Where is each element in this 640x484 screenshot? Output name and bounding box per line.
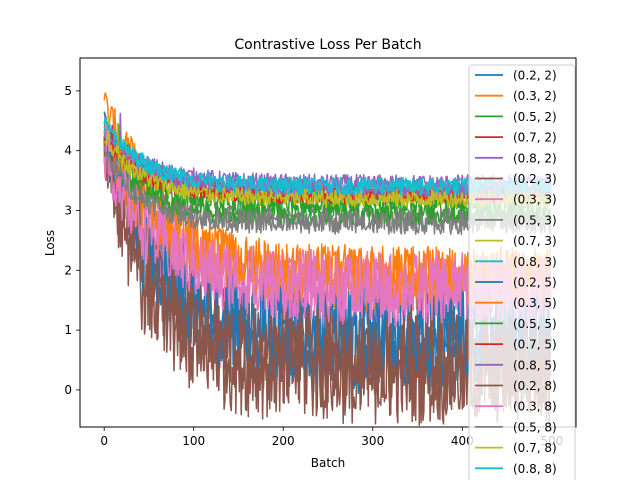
legend-entry: (0.2, 8): [513, 379, 557, 393]
y-tick-label: 3: [64, 204, 72, 218]
legend-entry: (0.3, 2): [513, 89, 557, 103]
x-axis-label: Batch: [311, 456, 346, 470]
legend-entry: (0.3, 5): [513, 296, 557, 310]
y-tick-label: 2: [64, 263, 72, 277]
legend-entry: (0.2, 5): [513, 276, 557, 290]
legend-entry: (0.5, 8): [513, 420, 557, 434]
y-tick-label: 1: [64, 323, 72, 337]
legend-entry: (0.8, 3): [513, 255, 557, 269]
legend-entry: (0.2, 2): [513, 69, 557, 83]
x-tick-label: 200: [272, 434, 295, 448]
x-tick-label: 400: [451, 434, 474, 448]
legend-entry: (0.7, 2): [513, 131, 557, 145]
legend-entry: (0.2, 3): [513, 172, 557, 186]
y-axis-label: Loss: [43, 230, 57, 256]
plot-frame: [79, 57, 577, 428]
x-tick-label: 300: [361, 434, 384, 448]
legend-entry: (0.3, 3): [513, 193, 557, 207]
legend-entry: (0.8, 5): [513, 358, 557, 372]
y-tick-label: 4: [64, 144, 72, 158]
legend-entry: (0.8, 8): [513, 462, 557, 476]
legend: (0.2, 2) (0.3, 2) (0.5, 2) (0.7, 2) (0.8, 2)…: [468, 64, 576, 484]
legend-entry: (0.7, 8): [513, 441, 557, 455]
legend-entry: (0.7, 3): [513, 234, 557, 248]
x-tick-label: 0: [100, 434, 108, 448]
y-tick-label: 5: [64, 84, 72, 98]
legend-entry: (0.5, 5): [513, 317, 557, 331]
legend-entry: (0.3, 8): [513, 400, 557, 414]
y-axis-ticks: 0 1 2 3 4 5: [64, 84, 80, 397]
legend-entry: (0.8, 2): [513, 151, 557, 165]
legend-entry: (0.7, 5): [513, 338, 557, 352]
chart-title: Contrastive Loss Per Batch: [234, 37, 421, 53]
x-tick-label: 100: [182, 434, 205, 448]
legend-box: [468, 64, 576, 484]
legend-entry: (0.5, 2): [513, 110, 557, 124]
y-tick-label: 0: [64, 383, 72, 397]
legend-entry: (0.5, 3): [513, 213, 557, 227]
